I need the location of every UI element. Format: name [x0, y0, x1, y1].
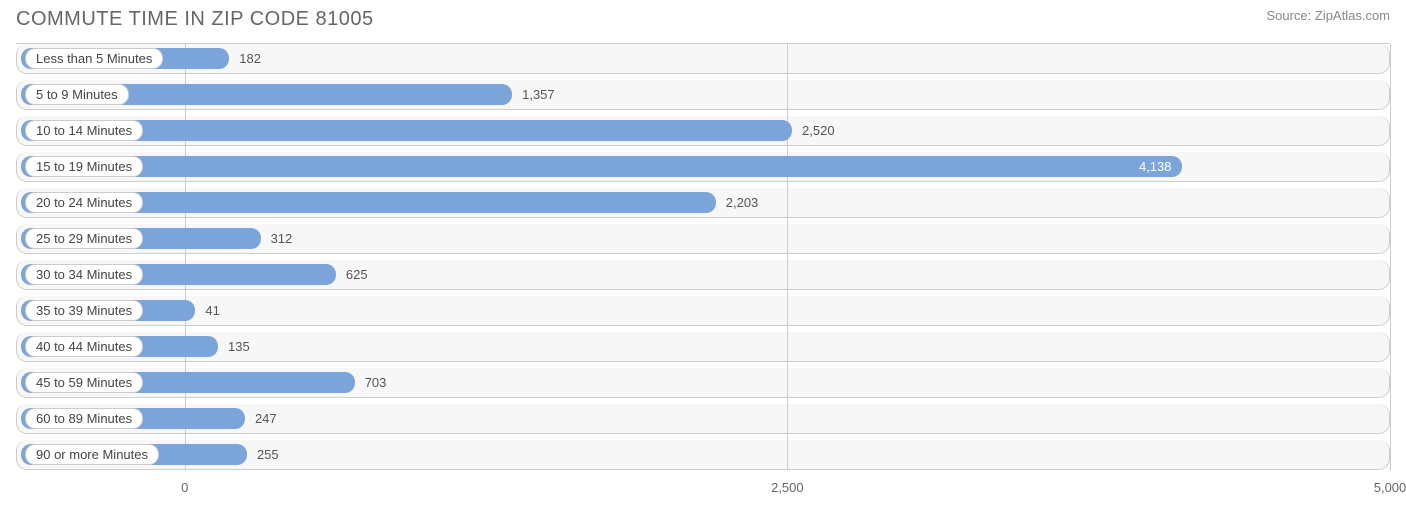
category-pill: 60 to 89 Minutes: [25, 408, 143, 429]
gridline: [787, 44, 788, 470]
gridline: [1390, 44, 1391, 470]
category-pill: 25 to 29 Minutes: [25, 228, 143, 249]
chart-title: COMMUTE TIME IN ZIP CODE 81005: [16, 8, 374, 31]
value-label: 4,138: [1139, 152, 1172, 181]
axis-tick-label: 0: [181, 480, 188, 495]
chart-header: COMMUTE TIME IN ZIP CODE 81005 Source: Z…: [0, 0, 1406, 35]
value-label: 247: [255, 404, 277, 433]
category-pill: 20 to 24 Minutes: [25, 192, 143, 213]
axis-tick-label: 2,500: [771, 480, 804, 495]
category-pill: 30 to 34 Minutes: [25, 264, 143, 285]
value-label: 2,520: [802, 116, 835, 145]
bar-row: Less than 5 Minutes 182: [16, 44, 1390, 74]
value-label: 625: [346, 260, 368, 289]
value-label: 703: [365, 368, 387, 397]
category-pill: 90 or more Minutes: [25, 444, 159, 465]
bar-row: 5 to 9 Minutes 1,357: [16, 80, 1390, 110]
category-pill: Less than 5 Minutes: [25, 48, 163, 69]
bar-row: 45 to 59 Minutes 703: [16, 368, 1390, 398]
bar-row: 60 to 89 Minutes 247: [16, 404, 1390, 434]
x-axis: 02,5005,000: [16, 474, 1390, 502]
category-pill: 35 to 39 Minutes: [25, 300, 143, 321]
bar-row: 20 to 24 Minutes 2,203: [16, 188, 1390, 218]
category-pill: 15 to 19 Minutes: [25, 156, 143, 177]
gridline: [185, 44, 186, 470]
bar-row: 10 to 14 Minutes 2,520: [16, 116, 1390, 146]
category-pill: 40 to 44 Minutes: [25, 336, 143, 357]
value-label: 312: [271, 224, 293, 253]
bar: [21, 156, 1182, 177]
axis-tick-label: 5,000: [1374, 480, 1406, 495]
bar-row: 90 or more Minutes 255: [16, 440, 1390, 470]
category-pill: 5 to 9 Minutes: [25, 84, 129, 105]
value-label: 255: [257, 440, 279, 469]
value-label: 41: [205, 296, 219, 325]
bar-row: 30 to 34 Minutes 625: [16, 260, 1390, 290]
value-label: 2,203: [726, 188, 759, 217]
value-label: 182: [239, 44, 261, 73]
category-pill: 45 to 59 Minutes: [25, 372, 143, 393]
bar-row: 25 to 29 Minutes 312: [16, 224, 1390, 254]
chart-plot: Less than 5 Minutes 182 5 to 9 Minutes 1,35…: [16, 43, 1390, 470]
bar-row: 15 to 19 Minutes 4,138: [16, 152, 1390, 182]
value-label: 135: [228, 332, 250, 361]
category-pill: 10 to 14 Minutes: [25, 120, 143, 141]
chart-area: Less than 5 Minutes 182 5 to 9 Minutes 1,35…: [0, 35, 1406, 502]
bar-row: 40 to 44 Minutes 135: [16, 332, 1390, 362]
value-label: 1,357: [522, 80, 555, 109]
bar-row: 35 to 39 Minutes 41: [16, 296, 1390, 326]
chart-source: Source: ZipAtlas.com: [1266, 8, 1390, 23]
